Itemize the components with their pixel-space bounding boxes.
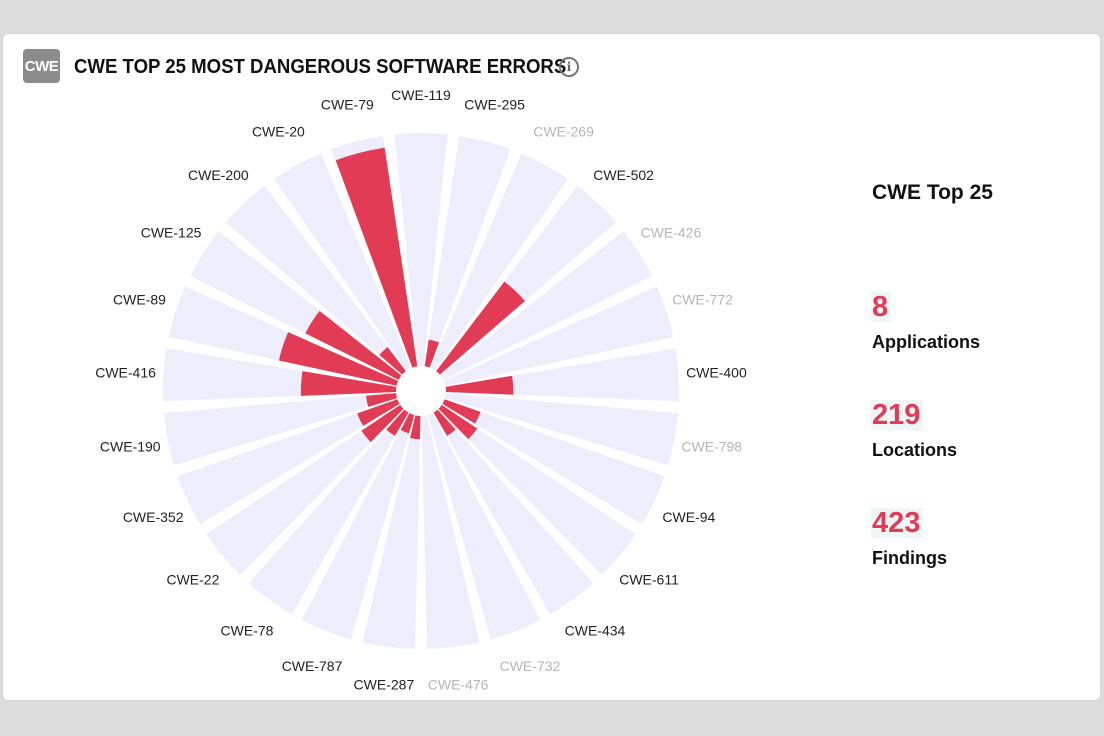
label-cwe-89: CWE-89 [113,292,166,308]
applications-label: Applications [872,332,981,352]
bar-cwe-611[interactable] [438,404,478,440]
bar-cwe-190[interactable] [366,393,398,407]
bar-cwe-22[interactable] [361,404,404,443]
label-cwe-611: CWE-611 [619,572,679,588]
bar-cwe-352[interactable] [357,399,400,426]
label-cwe-125: CWE-125 [141,224,202,240]
bar-cwe-94[interactable] [442,399,481,424]
radial-bar-chart: CWE-119 CWE-295 CWE-269 CWE-502 CWE-426 CWE-7… [95,87,747,693]
info-icon[interactable]: i [559,57,579,77]
cwe-card: CWE-119 CWE-295 CWE-269 CWE-502 CWE-426 CWE-7… [2,33,1101,701]
label-cwe-22: CWE-22 [166,572,219,588]
label-cwe-434: CWE-434 [565,622,626,638]
label-cwe-352: CWE-352 [123,509,184,525]
slice-bg-cwe-798 [444,393,679,466]
bar-cwe-434[interactable] [433,409,456,436]
slice-bg-cwe-732 [427,413,541,640]
slice-bg-cwe-119 [394,133,448,367]
slice-bg-cwe-287 [362,415,421,649]
slice-bg-cwe-200 [225,185,406,375]
label-cwe-190: CWE-190 [100,438,161,454]
label-cwe-798: CWE-798 [681,438,742,454]
label-cwe-732: CWE-732 [500,658,561,674]
card-title: CWE TOP 25 MOST DANGEROUS SOFTWARE ERROR… [74,56,567,78]
label-cwe-400: CWE-400 [686,364,747,380]
locations-label: Locations [872,440,958,460]
slice-bg-cwe-295 [424,135,511,368]
label-cwe-787: CWE-787 [282,658,343,674]
label-cwe-200: CWE-200 [188,167,249,183]
locations-count: 219 [871,400,924,430]
slice-bg-cwe-426 [440,231,652,380]
label-cwe-772: CWE-772 [672,292,733,308]
label-cwe-502: CWE-502 [593,167,654,183]
slice-bg-cwe-20 [274,153,412,371]
slice-bg-cwe-78 [248,409,409,615]
label-cwe-78: CWE-78 [221,622,274,638]
bar-cwe-295[interactable] [424,339,440,368]
slice-bg-cwe-787 [301,413,415,640]
bar-cwe-89[interactable] [278,332,399,386]
bar-cwe-78[interactable] [386,409,409,436]
label-cwe-476: CWE-476 [428,677,489,693]
slice-bg-cwe-611 [438,404,636,576]
label-cwe-416: CWE-416 [95,364,156,380]
label-cwe-426: CWE-426 [641,224,702,240]
label-cwe-79: CWE-79 [321,96,374,112]
slice-bg-cwe-190 [163,393,398,466]
slice-bg-cwe-434 [433,409,594,615]
bar-cwe-416[interactable] [300,371,397,396]
label-cwe-295: CWE-295 [464,96,525,112]
label-cwe-269: CWE-269 [533,124,594,140]
slice-bg-cwe-269 [430,153,568,371]
slice-bg-cwe-352 [177,399,400,525]
bar-cwe-787[interactable] [400,413,415,434]
label-cwe-287: CWE-287 [354,677,415,693]
cwe-badge-icon: CWE [23,49,60,83]
findings-count: 423 [871,508,924,538]
bar-cwe-200[interactable] [379,347,406,375]
summary-title: CWE Top 25 [872,181,993,204]
bar-cwe-79[interactable] [335,147,418,368]
bar-cwe-400[interactable] [445,375,514,395]
bar-cwe-502[interactable] [436,281,525,375]
label-cwe-94: CWE-94 [662,509,715,525]
bar-cwe-287[interactable] [410,415,421,440]
label-cwe-119: CWE-119 [391,87,451,103]
bar-cwe-125[interactable] [305,310,402,380]
label-cwe-20: CWE-20 [252,124,305,140]
slice-bg-cwe-772 [443,286,674,386]
applications-count: 8 [871,292,892,322]
findings-label: Findings [872,548,947,568]
slice-bg-cwe-476 [421,415,480,649]
slice-bg-cwe-22 [206,404,404,576]
slice-bg-cwe-94 [442,399,665,525]
